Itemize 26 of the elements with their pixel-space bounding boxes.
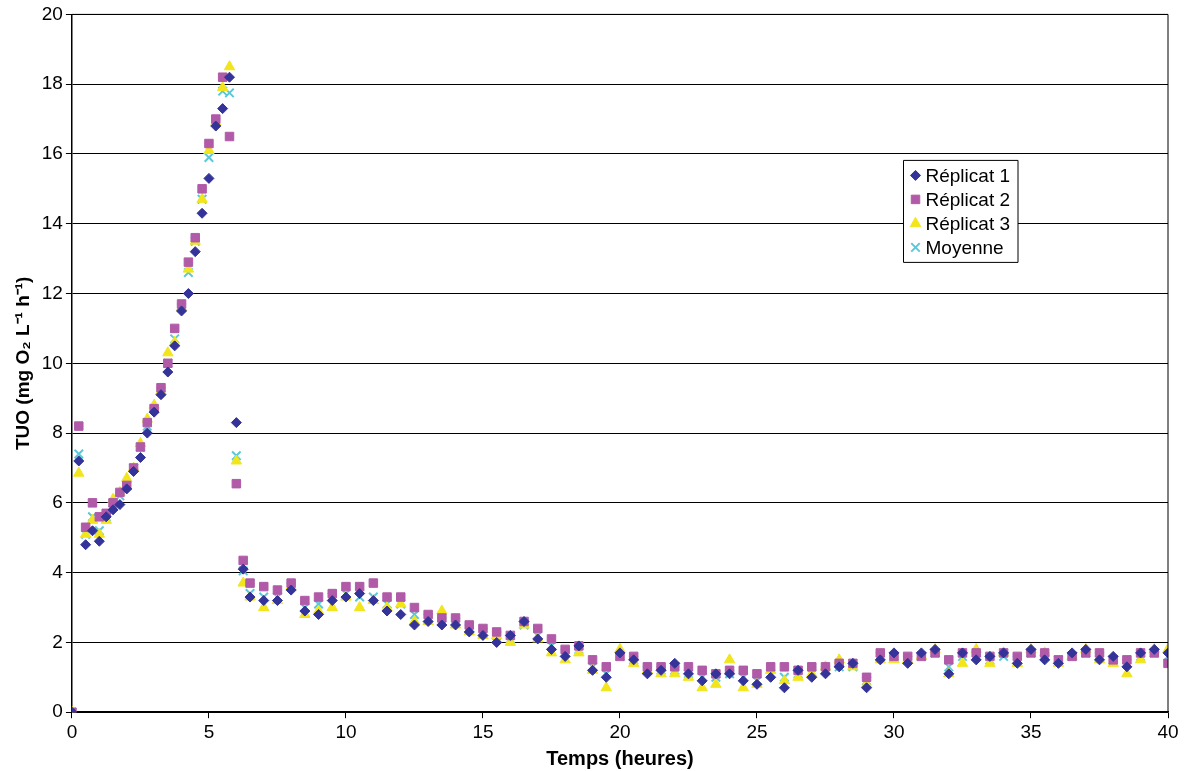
legend-label: Réplicat 3 — [925, 212, 1011, 234]
x-tick-label: 40 — [1157, 720, 1179, 742]
y-tick-label: 6 — [52, 491, 63, 513]
x-tick-label: 30 — [883, 720, 905, 742]
legend-label: Moyenne — [925, 236, 1004, 258]
x-tick-label: 25 — [746, 720, 768, 742]
y-tick-label: 0 — [52, 700, 63, 722]
y-axis-title: TUO (mg O₂ L⁻¹ h⁻¹) — [11, 276, 33, 451]
x-tick-label: 10 — [335, 720, 357, 742]
x-tick-label: 0 — [66, 720, 78, 742]
legend-label: Réplicat 2 — [925, 188, 1011, 210]
y-tick-label: 18 — [41, 72, 63, 94]
y-tick-label: 4 — [52, 560, 64, 582]
x-tick-label: 20 — [609, 720, 631, 742]
x-tick-label: 5 — [203, 720, 215, 742]
x-axis-title: Temps (heures) — [546, 746, 694, 769]
y-tick-label: 8 — [52, 421, 63, 443]
y-tick-label: 16 — [41, 142, 63, 164]
legend-label: Réplicat 1 — [925, 164, 1011, 186]
y-tick-label: 2 — [52, 630, 63, 652]
y-tick-label: 10 — [41, 351, 63, 373]
x-tick-label: 35 — [1020, 720, 1042, 742]
y-tick-label: 20 — [41, 2, 63, 24]
x-tick-label: 15 — [472, 720, 494, 742]
y-tick-label: 12 — [41, 281, 63, 303]
y-tick-label: 14 — [41, 211, 64, 233]
